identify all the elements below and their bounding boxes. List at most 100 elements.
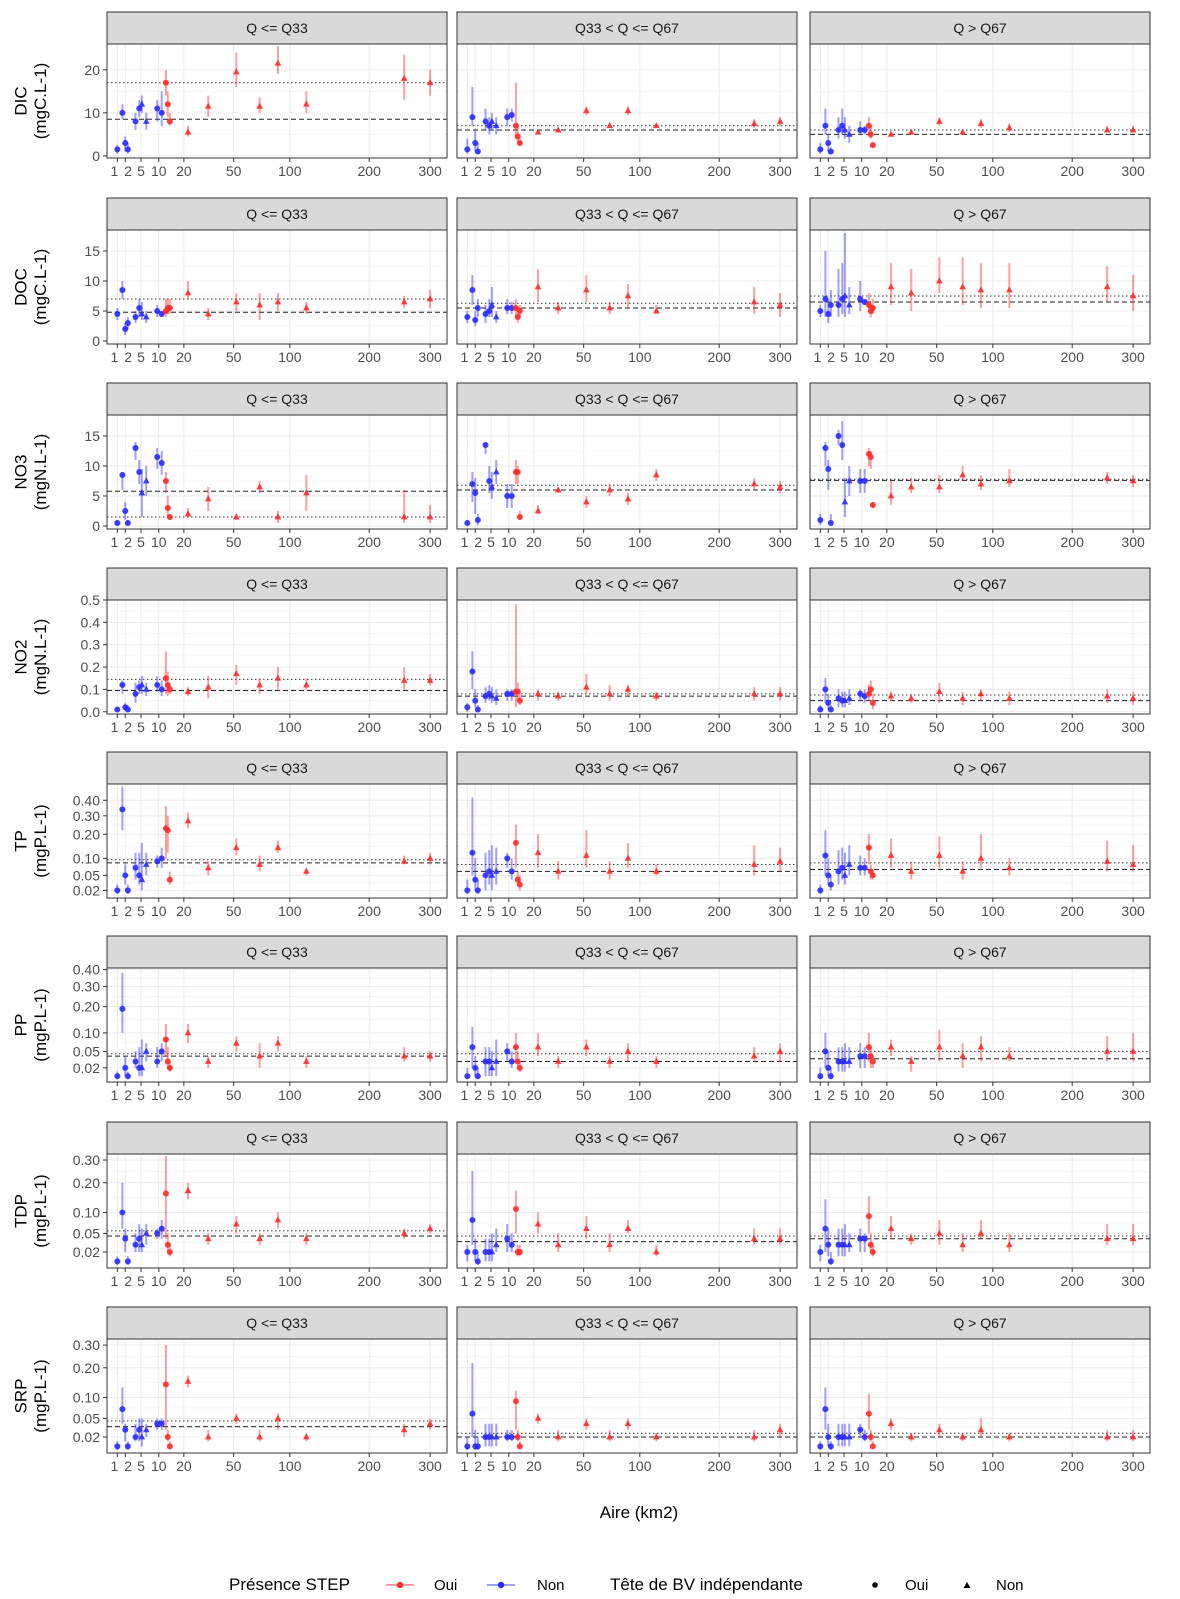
facet-strip-label: Q > Q67 [953,760,1007,776]
data-point [1103,857,1111,864]
data-point [472,490,479,496]
data-point [887,1224,895,1231]
x-tick-label: 100 [278,534,302,550]
y-tick-label: 0.0 [81,704,101,720]
x-tick-label: 1 [111,903,119,919]
y-axis-title: DIC(mgC.L-1) [12,63,51,140]
data-point [516,1064,523,1071]
panel-border [809,783,1151,899]
x-tick-label: 50 [576,534,592,550]
data-point [839,864,846,871]
data-point [486,478,493,484]
x-tick-label: 200 [708,349,732,365]
x-tick-label: 20 [526,719,542,735]
panel-no2-1: Q <= Q33 1 2 5 10 20 50 100 200 300 0.0 0.1 0.2 0.3 0.… [81,567,448,735]
x-tick-label: 100 [628,1273,652,1289]
panel-border [106,1153,448,1269]
facet-strip [456,567,798,601]
y-axis-unit: (mgN.L-1) [31,434,50,511]
y-tick-label: 0.05 [73,1410,100,1426]
data-point [303,304,310,311]
data-point [122,1064,129,1071]
data-point [166,686,173,693]
data-point [977,854,985,861]
facet-strip-label: Q > Q67 [953,1130,1007,1146]
legend-color-title: Présence STEP [229,1575,350,1594]
y-tick-label: 0.05 [73,1225,100,1241]
data-point [138,681,146,688]
data-point [977,1043,985,1050]
data-point [516,881,523,888]
facet-strip [456,1121,798,1155]
legend: Présence STEP Oui Non Tête de BV indépen… [229,1575,1024,1594]
data-point [857,1053,864,1060]
panel-border [809,414,1151,530]
data-point [122,139,129,146]
data-point [464,1443,471,1450]
data-point [857,478,864,484]
data-point [184,1377,192,1384]
data-point [114,1258,121,1265]
x-tick-label: 100 [981,903,1005,919]
x-tick-label: 50 [576,349,592,365]
y-tick-label: 0.02 [73,882,100,898]
data-point [861,127,868,134]
x-tick-label: 1 [461,1273,469,1289]
x-tick-label: 5 [137,903,145,919]
data-point [114,706,121,713]
data-point [827,520,834,526]
data-point [512,1205,519,1212]
data-point [469,1410,476,1417]
data-point [977,1426,985,1433]
facet-strip-label: Q <= Q33 [246,20,308,36]
x-tick-label: 100 [981,719,1005,735]
x-tick-label: 300 [418,719,442,735]
data-point [750,1235,758,1242]
facet-strip-label: Q <= Q33 [246,760,308,776]
data-point [158,109,165,116]
x-tick-label: 200 [358,163,382,179]
x-tick-label: 20 [526,1087,542,1103]
data-point [865,1213,872,1220]
facet-strip [456,935,798,969]
data-point [887,283,895,290]
data-point [583,107,590,114]
data-point [1006,1433,1013,1440]
data-point [534,1220,542,1227]
panel-border [809,967,1151,1083]
data-point [504,1235,511,1242]
x-tick-label: 100 [628,1458,652,1474]
facet-strip [106,197,448,231]
data-point [861,478,868,484]
x-tick-label: 10 [501,1458,517,1474]
data-point [845,477,853,484]
x-tick-label: 100 [278,1273,302,1289]
panel-border [106,599,448,715]
data-point [400,513,408,520]
data-point [464,520,471,526]
x-tick-label: 50 [576,1458,592,1474]
data-point [606,122,613,129]
x-tick-label: 200 [708,719,732,735]
x-tick-label: 2 [124,903,132,919]
panel-border [456,599,798,715]
data-point [907,694,915,701]
data-point [750,480,758,487]
data-point [534,507,542,514]
facet-strip-label: Q > Q67 [953,1315,1007,1331]
data-point [977,119,985,126]
data-point [822,122,829,129]
data-point [158,1225,165,1232]
x-tick-label: 50 [226,719,242,735]
data-point [936,117,943,124]
data-point [516,139,523,146]
x-tick-label: 20 [526,1458,542,1474]
x-tick-label: 50 [929,1458,945,1474]
data-point [776,1235,784,1242]
data-point [825,1064,832,1071]
data-point [158,855,165,862]
x-tick-label: 200 [1061,1273,1085,1289]
x-tick-label: 5 [137,534,145,550]
panel-border [106,43,448,159]
